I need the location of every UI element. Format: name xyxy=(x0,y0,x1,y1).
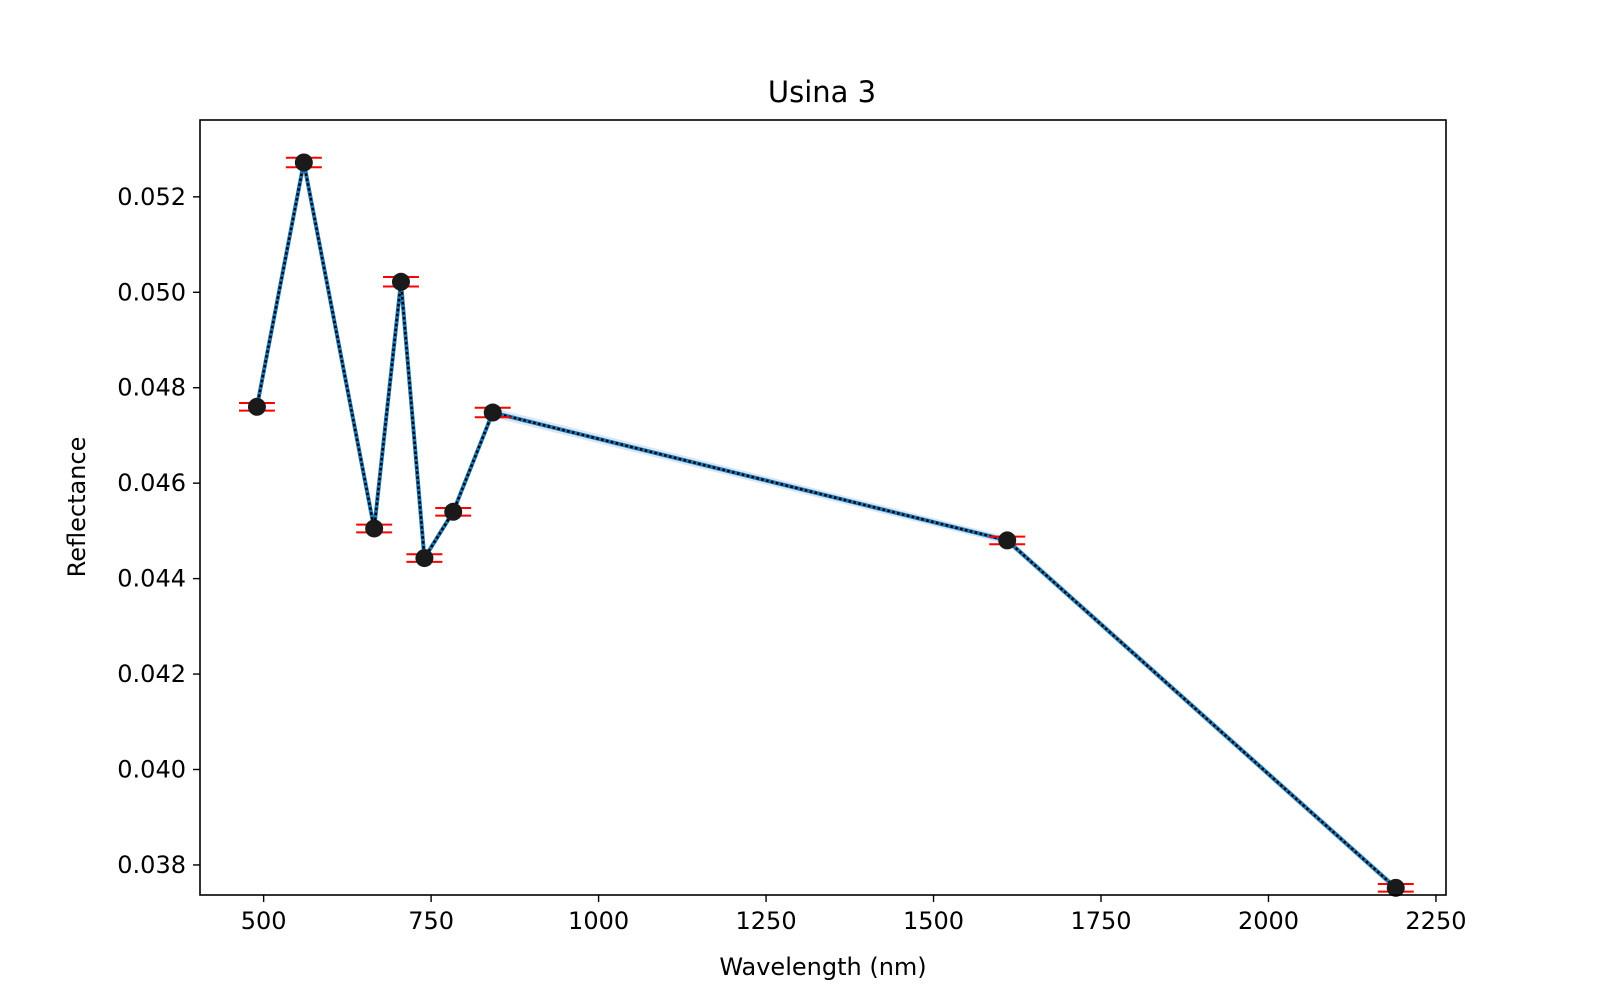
series-line xyxy=(254,160,1398,890)
plot-area xyxy=(238,153,1414,897)
data-point xyxy=(391,272,410,291)
y-tick-label: 0.040 xyxy=(117,755,186,783)
data-point xyxy=(1386,878,1405,897)
axes-frame xyxy=(199,119,1447,896)
x-tick-label: 500 xyxy=(241,907,287,935)
y-tick-label: 0.048 xyxy=(117,374,186,402)
y-tick-label: 0.052 xyxy=(117,183,186,211)
data-point xyxy=(483,403,502,422)
y-tick-label: 0.042 xyxy=(117,660,186,688)
x-tick-label: 1500 xyxy=(903,907,964,935)
y-axis: 0.038 0.040 0.042 0.044 0.046 0.048 0.050 0.052 xyxy=(117,183,200,879)
y-tick-label: 0.050 xyxy=(117,278,186,306)
data-point xyxy=(247,397,266,416)
y-axis-label: Reflectance xyxy=(63,437,91,578)
x-tick-label: 1750 xyxy=(1070,907,1131,935)
y-tick-label: 0.038 xyxy=(117,851,186,879)
data-point xyxy=(444,502,463,521)
y-tick-label: 0.044 xyxy=(117,565,186,593)
data-point xyxy=(415,549,434,568)
error-band xyxy=(256,157,1396,892)
x-axis-label: Wavelength (nm) xyxy=(719,953,926,981)
x-tick-label: 2250 xyxy=(1405,907,1466,935)
x-axis: 500 750 1000 1250 1500 1750 2000 2250 xyxy=(241,895,1466,935)
x-tick-label: 1250 xyxy=(736,907,797,935)
x-tick-label: 2000 xyxy=(1238,907,1299,935)
data-point xyxy=(294,153,313,172)
x-tick-label: 1000 xyxy=(568,907,629,935)
x-tick-label: 750 xyxy=(408,907,454,935)
data-point xyxy=(998,531,1017,550)
y-tick-label: 0.046 xyxy=(117,469,186,497)
chart-title: Usina 3 xyxy=(768,75,876,109)
data-point xyxy=(365,519,384,538)
series-dotted-line xyxy=(255,162,1397,889)
